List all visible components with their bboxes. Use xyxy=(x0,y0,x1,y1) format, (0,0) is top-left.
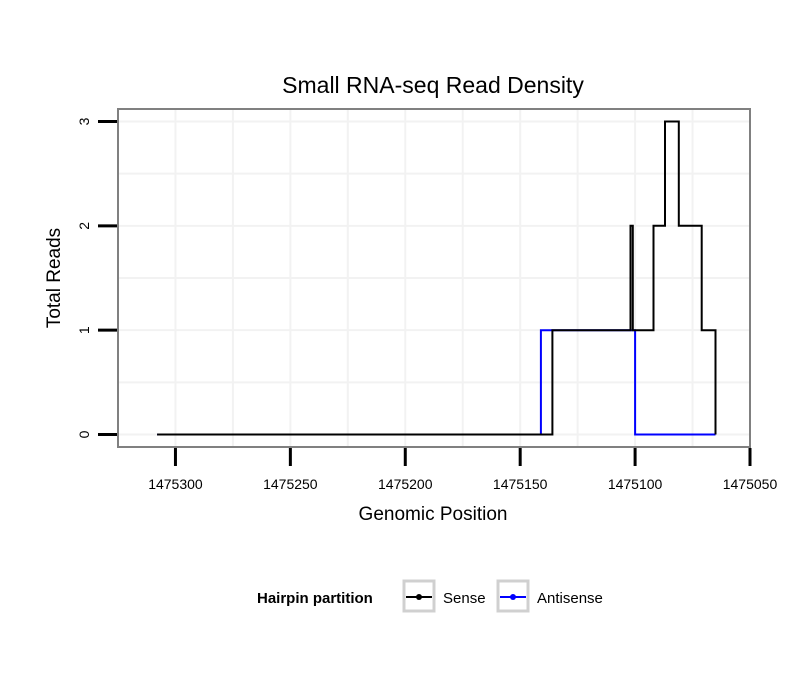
chart-title: Small RNA-seq Read Density xyxy=(282,72,584,98)
y-axis-label: Total Reads xyxy=(44,228,65,328)
x-axis-label: Genomic Position xyxy=(359,504,508,525)
series-line-sense xyxy=(157,120,717,436)
x-tick-label: 1475250 xyxy=(263,476,318,492)
y-tick-label: 2 xyxy=(76,222,92,230)
y-axis: 0 1 2 3 xyxy=(76,117,117,438)
legend-label-sense: Sense xyxy=(443,590,486,607)
y-tick-label: 1 xyxy=(76,326,92,334)
x-tick-label: 1475050 xyxy=(723,476,778,492)
legend: Hairpin partition Sense Antisense xyxy=(257,579,603,613)
legend-title: Hairpin partition xyxy=(257,590,373,607)
plot-panel-border xyxy=(117,108,751,448)
legend-marker-sense xyxy=(416,594,422,600)
grid xyxy=(118,109,751,447)
x-tick-label: 1475200 xyxy=(378,476,433,492)
series-lines xyxy=(157,120,717,436)
y-tick-label: 0 xyxy=(76,430,92,438)
x-axis: 1475300 1475250 1475200 1475150 1475100 14750… xyxy=(148,448,777,492)
legend-item-sense: Sense xyxy=(402,579,486,613)
legend-item-antisense: Antisense xyxy=(496,579,603,613)
legend-label-antisense: Antisense xyxy=(537,590,603,607)
x-tick-label: 1475100 xyxy=(608,476,663,492)
y-tick-label: 3 xyxy=(76,117,92,125)
x-tick-label: 1475150 xyxy=(493,476,548,492)
x-tick-label: 1475300 xyxy=(148,476,203,492)
legend-marker-antisense xyxy=(510,594,516,600)
